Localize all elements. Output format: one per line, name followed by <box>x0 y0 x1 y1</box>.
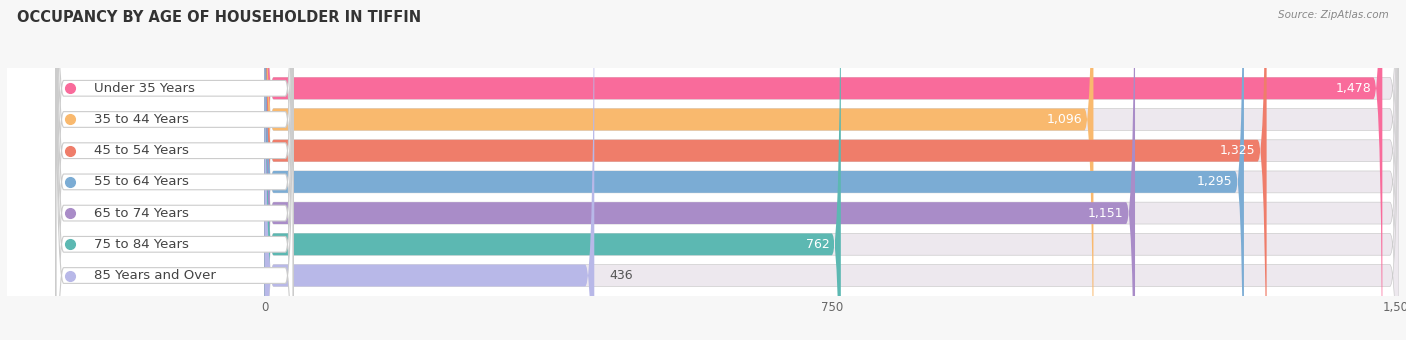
Text: 1,096: 1,096 <box>1046 113 1083 126</box>
FancyBboxPatch shape <box>56 0 292 340</box>
Text: 45 to 54 Years: 45 to 54 Years <box>94 144 188 157</box>
FancyBboxPatch shape <box>56 0 292 340</box>
FancyBboxPatch shape <box>56 0 292 340</box>
Text: 1,295: 1,295 <box>1197 175 1233 188</box>
Text: 35 to 44 Years: 35 to 44 Years <box>94 113 188 126</box>
FancyBboxPatch shape <box>264 0 1399 340</box>
FancyBboxPatch shape <box>264 0 1094 340</box>
Text: 1,478: 1,478 <box>1336 82 1371 95</box>
Text: 762: 762 <box>806 238 830 251</box>
Text: 75 to 84 Years: 75 to 84 Years <box>94 238 188 251</box>
FancyBboxPatch shape <box>264 0 1244 340</box>
Text: 1,325: 1,325 <box>1219 144 1256 157</box>
FancyBboxPatch shape <box>56 0 292 340</box>
FancyBboxPatch shape <box>264 0 1399 340</box>
Text: Source: ZipAtlas.com: Source: ZipAtlas.com <box>1278 10 1389 20</box>
FancyBboxPatch shape <box>264 0 595 340</box>
FancyBboxPatch shape <box>56 0 292 340</box>
Text: Under 35 Years: Under 35 Years <box>94 82 195 95</box>
FancyBboxPatch shape <box>264 0 1399 340</box>
FancyBboxPatch shape <box>264 0 1399 340</box>
FancyBboxPatch shape <box>264 0 1399 340</box>
Text: 436: 436 <box>609 269 633 282</box>
FancyBboxPatch shape <box>264 0 1135 340</box>
FancyBboxPatch shape <box>264 0 841 340</box>
Text: 1,151: 1,151 <box>1088 207 1123 220</box>
FancyBboxPatch shape <box>264 0 1267 340</box>
FancyBboxPatch shape <box>264 0 1399 340</box>
Text: OCCUPANCY BY AGE OF HOUSEHOLDER IN TIFFIN: OCCUPANCY BY AGE OF HOUSEHOLDER IN TIFFI… <box>17 10 420 25</box>
Text: 55 to 64 Years: 55 to 64 Years <box>94 175 188 188</box>
FancyBboxPatch shape <box>56 0 292 340</box>
Text: 65 to 74 Years: 65 to 74 Years <box>94 207 188 220</box>
Text: 85 Years and Over: 85 Years and Over <box>94 269 217 282</box>
FancyBboxPatch shape <box>56 0 292 340</box>
FancyBboxPatch shape <box>264 0 1382 340</box>
FancyBboxPatch shape <box>264 0 1399 340</box>
